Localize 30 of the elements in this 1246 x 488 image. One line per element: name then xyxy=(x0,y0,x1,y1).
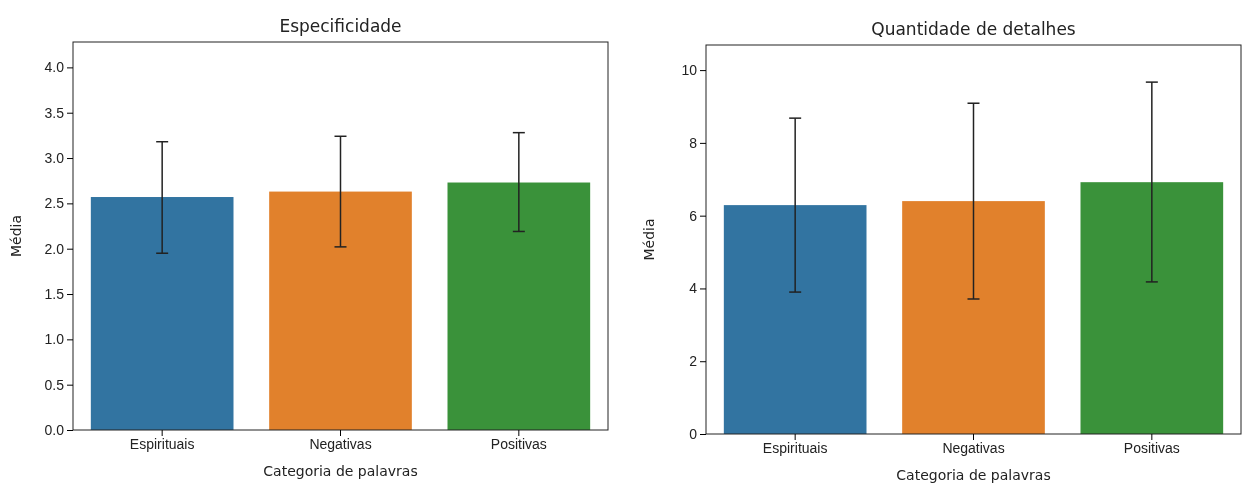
y-tick-label: 1.0 xyxy=(44,331,65,348)
y-tick-label: 6 xyxy=(689,207,698,224)
bar xyxy=(1080,182,1224,434)
bar xyxy=(723,205,867,434)
y-axis-title: Média xyxy=(8,214,24,258)
x-tick-label: Positivas xyxy=(1123,439,1180,456)
x-tick-label: Positivas xyxy=(490,435,547,452)
y-tick-label: 2.5 xyxy=(44,195,65,212)
x-tick-label: Espirituais xyxy=(129,435,195,452)
y-tick-label: 8 xyxy=(689,134,698,151)
y-tick-label: 0 xyxy=(689,425,698,442)
x-tick-label: Negativas xyxy=(309,435,372,452)
y-tick-label: 1.5 xyxy=(44,286,65,302)
y-tick-label: 4.0 xyxy=(44,59,65,76)
bar xyxy=(902,201,1045,434)
x-axis-title: Categoria de palavras xyxy=(263,463,418,479)
y-tick-label: 4 xyxy=(689,280,698,297)
y-tick-label: 3.5 xyxy=(44,104,65,121)
y-tick-label: 2 xyxy=(689,353,698,370)
x-tick-label: Espirituais xyxy=(762,439,828,456)
x-axis-title: Categoria de palavras xyxy=(896,467,1051,483)
y-tick-label: 10 xyxy=(681,62,698,79)
chart-title: Quantidade de detalhes xyxy=(871,19,1076,39)
y-tick-label: 2.0 xyxy=(44,240,65,257)
x-tick-label: Negativas xyxy=(942,439,1005,456)
y-tick-label: 3.0 xyxy=(44,150,65,167)
y-tick-label: 0.5 xyxy=(44,376,65,393)
chart-title: Especificidade xyxy=(279,16,402,36)
y-axis-title: Média xyxy=(641,218,657,261)
y-tick-label: 0.0 xyxy=(44,421,65,438)
